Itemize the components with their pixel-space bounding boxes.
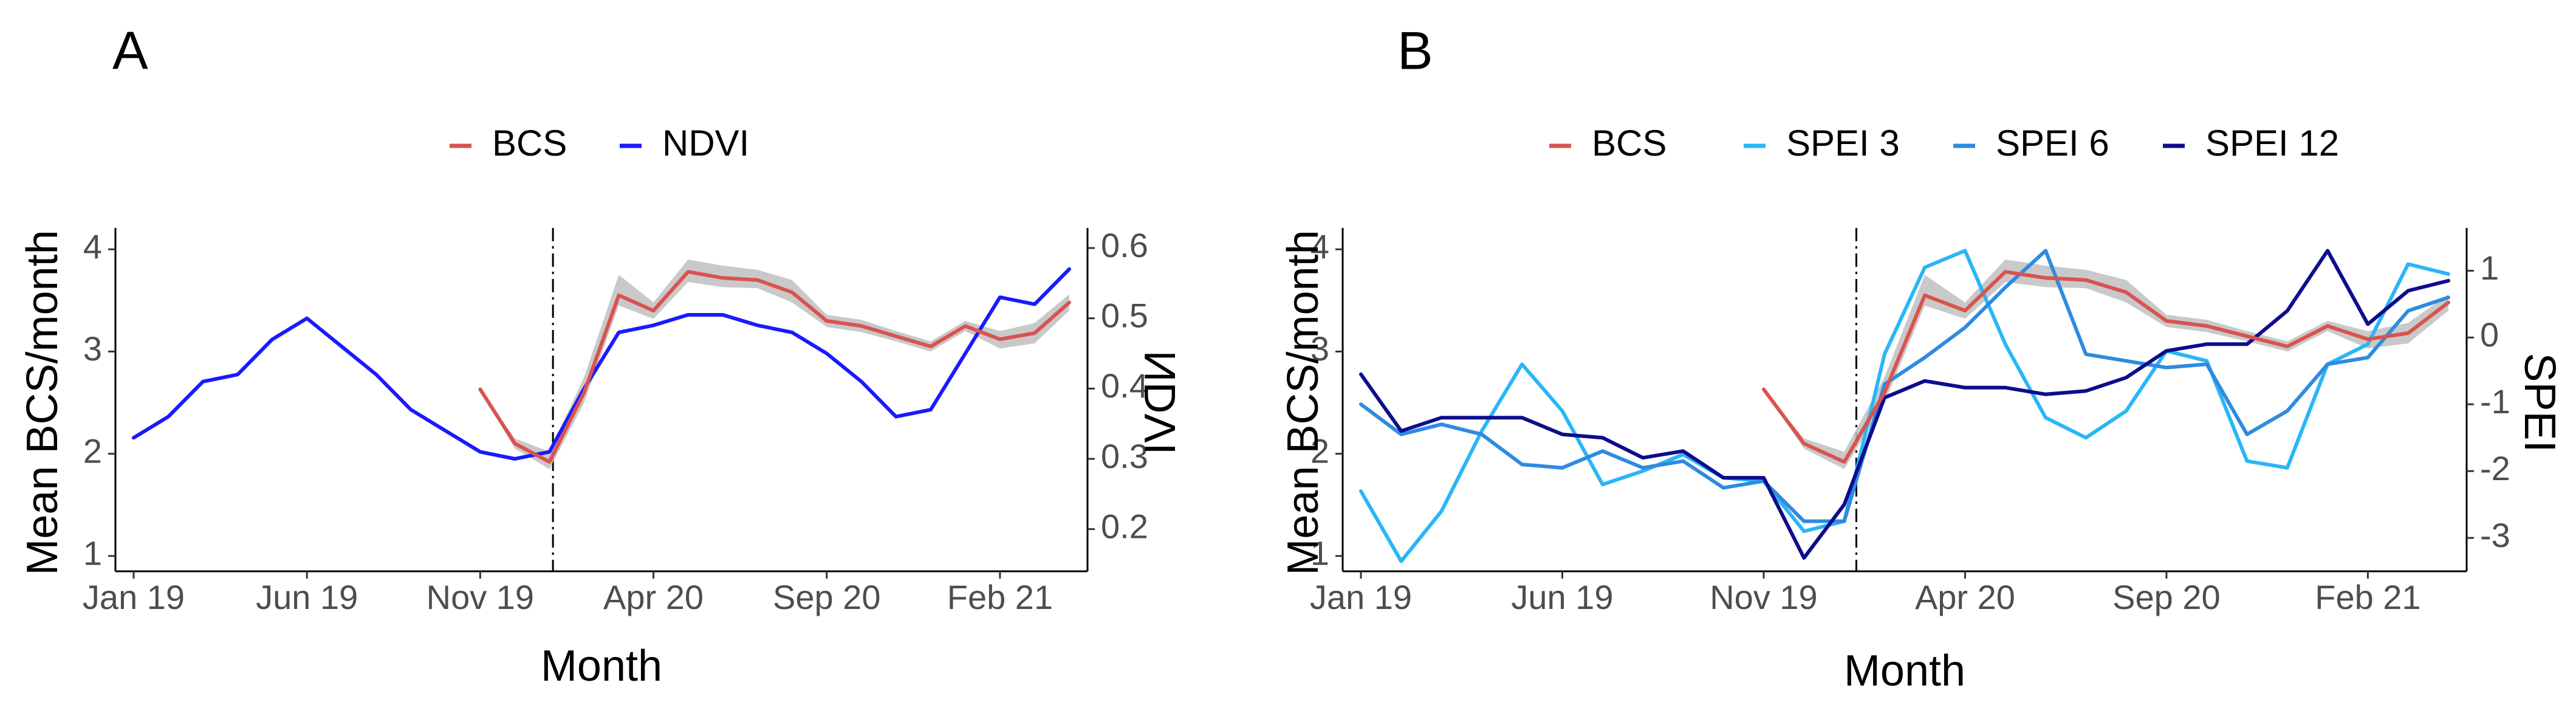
y2-tick-label: -1 xyxy=(2480,382,2510,421)
legend-label-bcs: BCS xyxy=(1592,123,1667,163)
y-tick-label: 1 xyxy=(83,534,102,573)
x-tick-label: Jun 19 xyxy=(1511,578,1613,616)
x-tick-label: Feb 21 xyxy=(2315,578,2420,616)
series-line-spei-12 xyxy=(1359,249,2450,560)
y2-tick-label: 0.5 xyxy=(1101,297,1148,335)
x-tick-label: Sep 20 xyxy=(2112,578,2221,616)
x-tick-label: Nov 19 xyxy=(426,578,534,616)
y2-tick-label: 0 xyxy=(2480,315,2499,354)
y-tick-label: 2 xyxy=(83,432,102,470)
y-axis-title: Mean BCS/month xyxy=(1279,230,1327,575)
legend-label-spei-3: SPEI 3 xyxy=(1786,123,1900,163)
x-axis-title: Month xyxy=(1844,647,1965,695)
panel-letter: B xyxy=(1397,20,1433,80)
x-tick-label: Jan 19 xyxy=(1310,578,1412,616)
panel-a: A BCS NDVI 1 2 3 4 0.2 0.3 0.4 0.5 0.6 Jan 19 Jun 19 N… xyxy=(18,20,1185,690)
x-tick-label: Jun 19 xyxy=(256,578,358,616)
y2-tick-label: 0.4 xyxy=(1101,366,1148,405)
series-line-bcs xyxy=(1762,270,2450,464)
series-line-ndvi xyxy=(132,267,1071,461)
legend-label-spei-6: SPEI 6 xyxy=(1996,123,2109,163)
x-tick-label: Sep 20 xyxy=(773,578,881,616)
y2-tick-label: 1 xyxy=(2480,249,2499,287)
x-tick-label: Feb 21 xyxy=(947,578,1053,616)
y2-tick-label: 0.3 xyxy=(1101,437,1148,475)
legend-label-ndvi: NDVI xyxy=(662,123,749,163)
x-axis-title: Month xyxy=(541,642,662,690)
x-tick-label: Apr 20 xyxy=(1915,578,2015,616)
series-line-bcs xyxy=(478,270,1071,464)
y2-tick-label: -3 xyxy=(2480,516,2510,554)
ci-band-bcs xyxy=(1763,260,2448,469)
legend-label-bcs: BCS xyxy=(492,123,567,163)
x-tick-label: Nov 19 xyxy=(1710,578,1817,616)
y2-axis-title: SPEI xyxy=(2515,352,2564,452)
y-tick-label: 2 xyxy=(1310,432,1329,470)
y-tick-label: 4 xyxy=(1310,227,1329,266)
y-tick-label: 4 xyxy=(83,227,102,266)
x-tick-label: Jan 19 xyxy=(83,578,185,616)
series-line-spei-6 xyxy=(1359,249,2450,523)
y2-tick-label: -2 xyxy=(2480,449,2510,487)
ci-band-bcs xyxy=(480,260,1069,469)
x-tick-label: Apr 20 xyxy=(603,578,704,616)
y-tick-label: 3 xyxy=(1310,329,1329,368)
y-tick-label: 3 xyxy=(83,329,102,368)
y2-tick-label: 0.6 xyxy=(1101,226,1148,264)
y-tick-label: 1 xyxy=(1310,534,1329,573)
panel-b: B BCS SPEI 3 SPEI 6 SPEI 12 1 2 3 4 -3 -2 -1 0 1 Jan 1… xyxy=(1279,20,2564,695)
series-line-spei-3 xyxy=(1359,249,2450,563)
y2-tick-label: 0.2 xyxy=(1101,507,1148,545)
panel-letter: A xyxy=(112,20,148,80)
legend-label-spei-12: SPEI 12 xyxy=(2205,123,2339,163)
y2-axis-title: NDVI xyxy=(1136,350,1185,455)
y-axis-title: Mean BCS/month xyxy=(18,230,67,575)
